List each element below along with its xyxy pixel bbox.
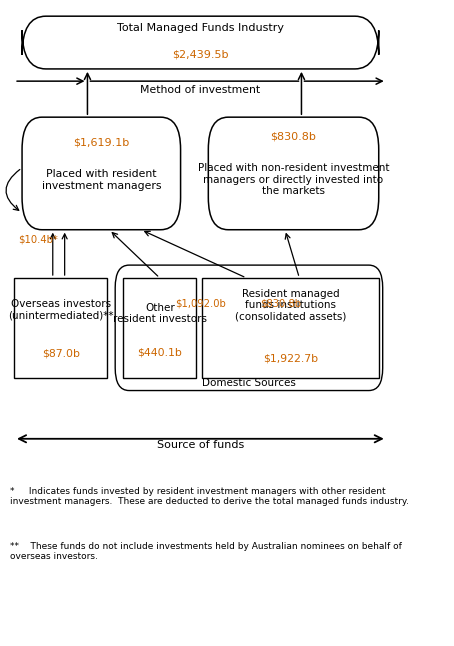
Bar	[202, 278, 379, 378]
Text: Placed with non-resident investment
managers or directly invested into
the marke: Placed with non-resident investment mana…	[198, 163, 389, 196]
Text: Total Managed Funds Industry: Total Managed Funds Industry	[117, 23, 284, 34]
Text: Overseas investors
(unintermediated)**: Overseas investors (unintermediated)**	[8, 299, 114, 320]
Text: Other
resident investors: Other resident investors	[113, 303, 207, 324]
Text: **    These funds do not include investments held by Australian nominees on beha: ** These funds do not include investment…	[10, 542, 402, 561]
Text: $1,092.0b: $1,092.0b	[175, 298, 225, 309]
Text: Placed with resident
investment managers: Placed with resident investment managers	[42, 169, 161, 191]
Bar	[123, 278, 197, 378]
FancyBboxPatch shape	[115, 265, 383, 391]
Bar	[14, 278, 107, 378]
Text: $830.8b: $830.8b	[271, 131, 316, 141]
Text: *     Indicates funds invested by resident investment managers with other reside: * Indicates funds invested by resident i…	[10, 487, 409, 506]
Text: Method of investment: Method of investment	[140, 85, 261, 95]
Text: $1,922.7b: $1,922.7b	[263, 354, 318, 364]
Text: $440.1b: $440.1b	[138, 348, 182, 357]
Text: Source of funds: Source of funds	[157, 440, 244, 450]
Text: Resident managed
funds institutions
(consolidated assets): Resident managed funds institutions (con…	[235, 289, 346, 322]
Text: Domestic Sources: Domestic Sources	[202, 378, 296, 388]
FancyBboxPatch shape	[208, 117, 379, 230]
Text: $1,619.1b: $1,619.1b	[73, 138, 129, 147]
FancyBboxPatch shape	[22, 16, 379, 69]
Text: $10.4b*: $10.4b*	[18, 234, 58, 244]
Text: $2,439.5b: $2,439.5b	[172, 49, 229, 59]
Text: $87.0b: $87.0b	[42, 349, 80, 359]
FancyBboxPatch shape	[22, 117, 181, 230]
Text: $830.8b: $830.8b	[260, 298, 301, 309]
